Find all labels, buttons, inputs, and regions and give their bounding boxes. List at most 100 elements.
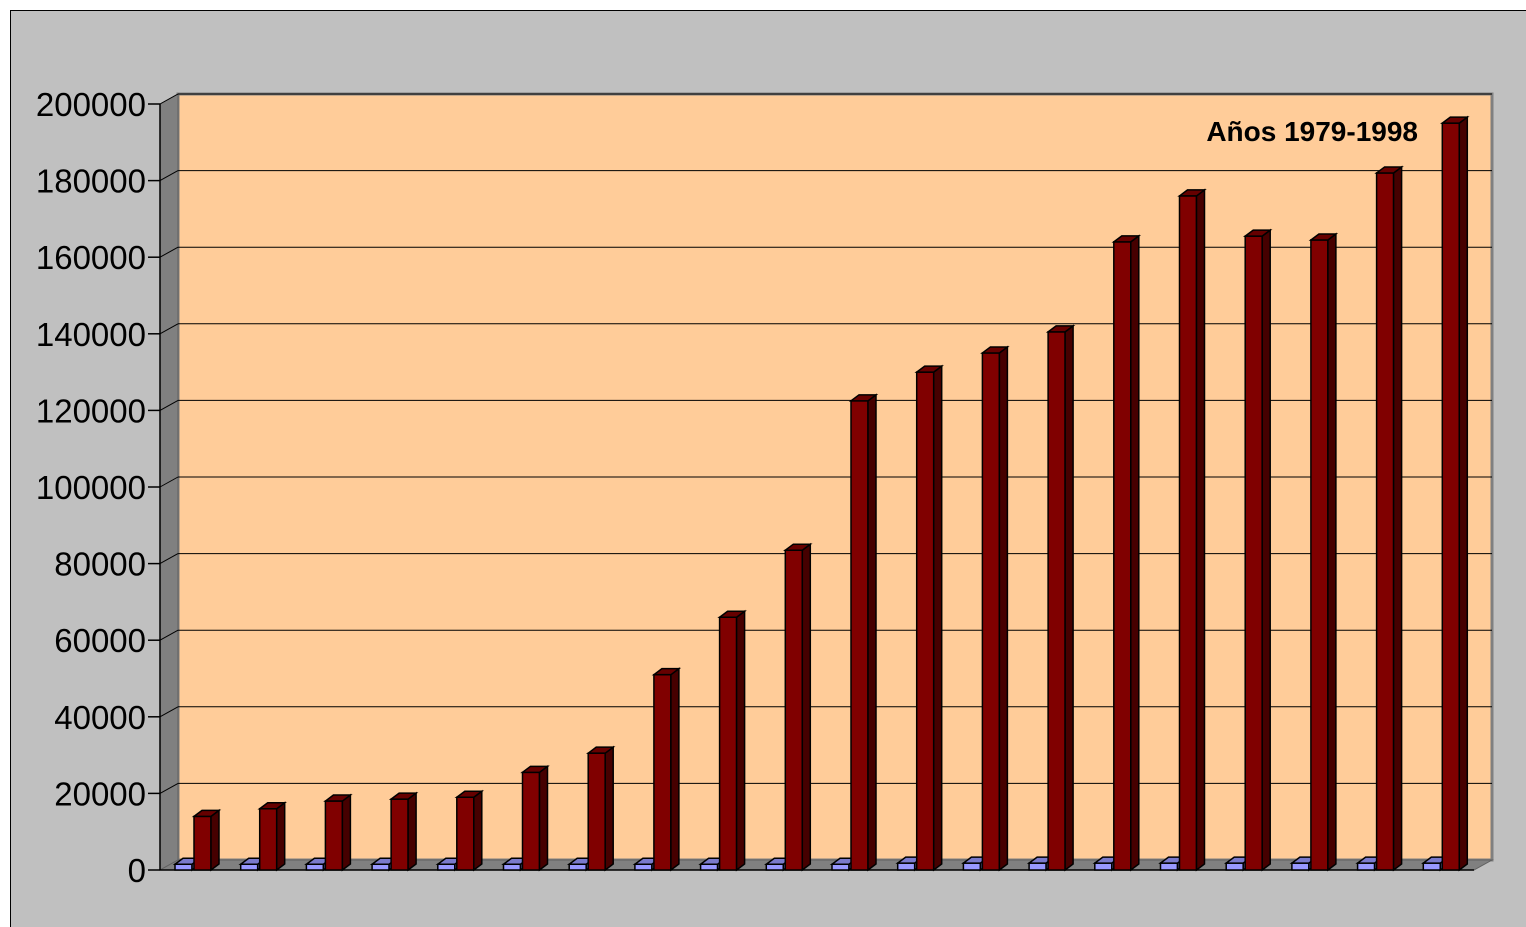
bar-series2 <box>651 667 682 872</box>
bar-series2-top <box>1111 235 1142 243</box>
bar-series2 <box>1374 165 1404 872</box>
bar-series2-front <box>1310 239 1329 871</box>
gridline-diag <box>159 93 179 105</box>
bar-series2 <box>191 808 222 872</box>
bar-series2-top <box>191 809 222 818</box>
bar-series2-top <box>980 346 1010 354</box>
bar-series1-front <box>831 863 850 871</box>
gridline-diag <box>159 553 179 565</box>
bar-series1-front <box>174 863 193 871</box>
y-tick-label: 140000 <box>36 316 146 353</box>
bar-series1-front <box>371 863 390 871</box>
bar-series1-front <box>896 862 916 871</box>
y-axis: 0 20000 40000 60000 80000 100000 120000 140000 1… <box>36 86 1474 889</box>
bar-series1-front <box>1094 862 1113 871</box>
bar-series2 <box>1242 228 1273 872</box>
bar-series2-top <box>914 365 944 373</box>
bar-series1-front <box>1356 862 1376 871</box>
bar-series2-front <box>915 371 935 871</box>
y-tick-label: 80000 <box>54 546 146 583</box>
bar-series2-front <box>1178 195 1198 871</box>
bar-series2 <box>1177 188 1207 872</box>
bar-series2-side <box>867 393 877 872</box>
bar-series2-side <box>670 667 680 872</box>
bar-series1-front <box>1159 862 1179 871</box>
bar-series2-side <box>604 745 614 872</box>
bar-series2-top <box>651 667 682 676</box>
bar-series2-side <box>998 345 1009 872</box>
bar-series2 <box>980 345 1010 872</box>
bar-series2-top <box>520 765 550 774</box>
bar-series1-front <box>1028 862 1047 871</box>
bar-series2 <box>323 793 353 872</box>
bar-series2-front <box>1375 172 1395 871</box>
bar-series2 <box>1440 115 1470 872</box>
bar-series2-front <box>324 800 344 871</box>
bars <box>172 115 1470 872</box>
bar-series2-side <box>538 764 549 872</box>
bar-series1-front <box>1291 862 1310 871</box>
chart-walls <box>158 92 1494 871</box>
bar-series2-top <box>1440 116 1470 124</box>
bar-series2-front <box>193 815 212 871</box>
bar-series2-front <box>981 352 1001 871</box>
bar-series1-front <box>502 863 522 871</box>
gridline-diag <box>159 629 179 641</box>
bar-series1-front <box>1225 862 1244 871</box>
bar-series2 <box>1111 234 1142 872</box>
gridline-diag <box>159 706 179 718</box>
bar-series2-side <box>210 808 220 872</box>
y-tick-label: 200000 <box>36 86 146 123</box>
bar-series2-side <box>473 789 483 872</box>
bar-series2 <box>914 364 944 872</box>
bar-series2-front <box>718 616 738 871</box>
bar-series2-front <box>1441 122 1461 871</box>
bar-series2-front <box>1113 241 1132 871</box>
bar-series2-side <box>1392 165 1403 872</box>
bar-series1-front <box>305 863 325 871</box>
bar-series2-top <box>783 543 813 551</box>
bar-series1-front <box>962 862 982 871</box>
bar-series2-top <box>1374 166 1404 174</box>
bar-series1-front <box>239 863 259 871</box>
bar-series2 <box>454 789 485 872</box>
bar-series2-front <box>784 549 804 871</box>
y-tick-label: 20000 <box>54 775 146 812</box>
bar-series2-top <box>1177 189 1207 197</box>
bar-series2-top <box>1308 233 1339 241</box>
bar-series2-front <box>653 673 672 871</box>
bar-series2-side <box>1064 324 1074 872</box>
bar-series2-side <box>275 801 286 872</box>
bar-series1-front <box>699 863 719 871</box>
bar-series2-front <box>1244 235 1263 871</box>
y-tick-label: 180000 <box>36 163 146 200</box>
bar-series1-front <box>1422 862 1442 871</box>
y-tick-label: 40000 <box>54 699 146 736</box>
bar-series2-side <box>735 609 746 872</box>
y-tick-label: 60000 <box>54 622 146 659</box>
bar-series2-side <box>341 793 352 872</box>
bar-series2-top <box>257 801 287 810</box>
bar-series1-front <box>437 863 456 871</box>
bar-series2 <box>520 764 550 872</box>
bar-series2-side <box>1195 188 1206 872</box>
gridline-diag <box>159 246 179 258</box>
gridline-diag <box>159 170 179 182</box>
bar-series2-top <box>1045 325 1076 333</box>
bar-series2-front <box>587 752 606 871</box>
chart-annotation: Años 1979-1998 <box>1206 116 1418 147</box>
bar-series2-front <box>390 798 409 871</box>
y-tick-label: 100000 <box>36 469 146 506</box>
gridlines <box>159 93 1492 794</box>
y-tick-label: 120000 <box>36 392 146 429</box>
bar-series2 <box>1045 324 1076 872</box>
bar-series1-front <box>568 863 587 871</box>
bar-series2-top <box>848 394 879 402</box>
bar-series2-side <box>1458 115 1469 872</box>
bar-series1-front <box>765 863 785 871</box>
bar-series2 <box>1308 232 1339 872</box>
y-tick-label: 0 <box>128 852 146 889</box>
bar-series2-front <box>1047 331 1066 871</box>
bar-series2-top <box>1242 229 1273 237</box>
